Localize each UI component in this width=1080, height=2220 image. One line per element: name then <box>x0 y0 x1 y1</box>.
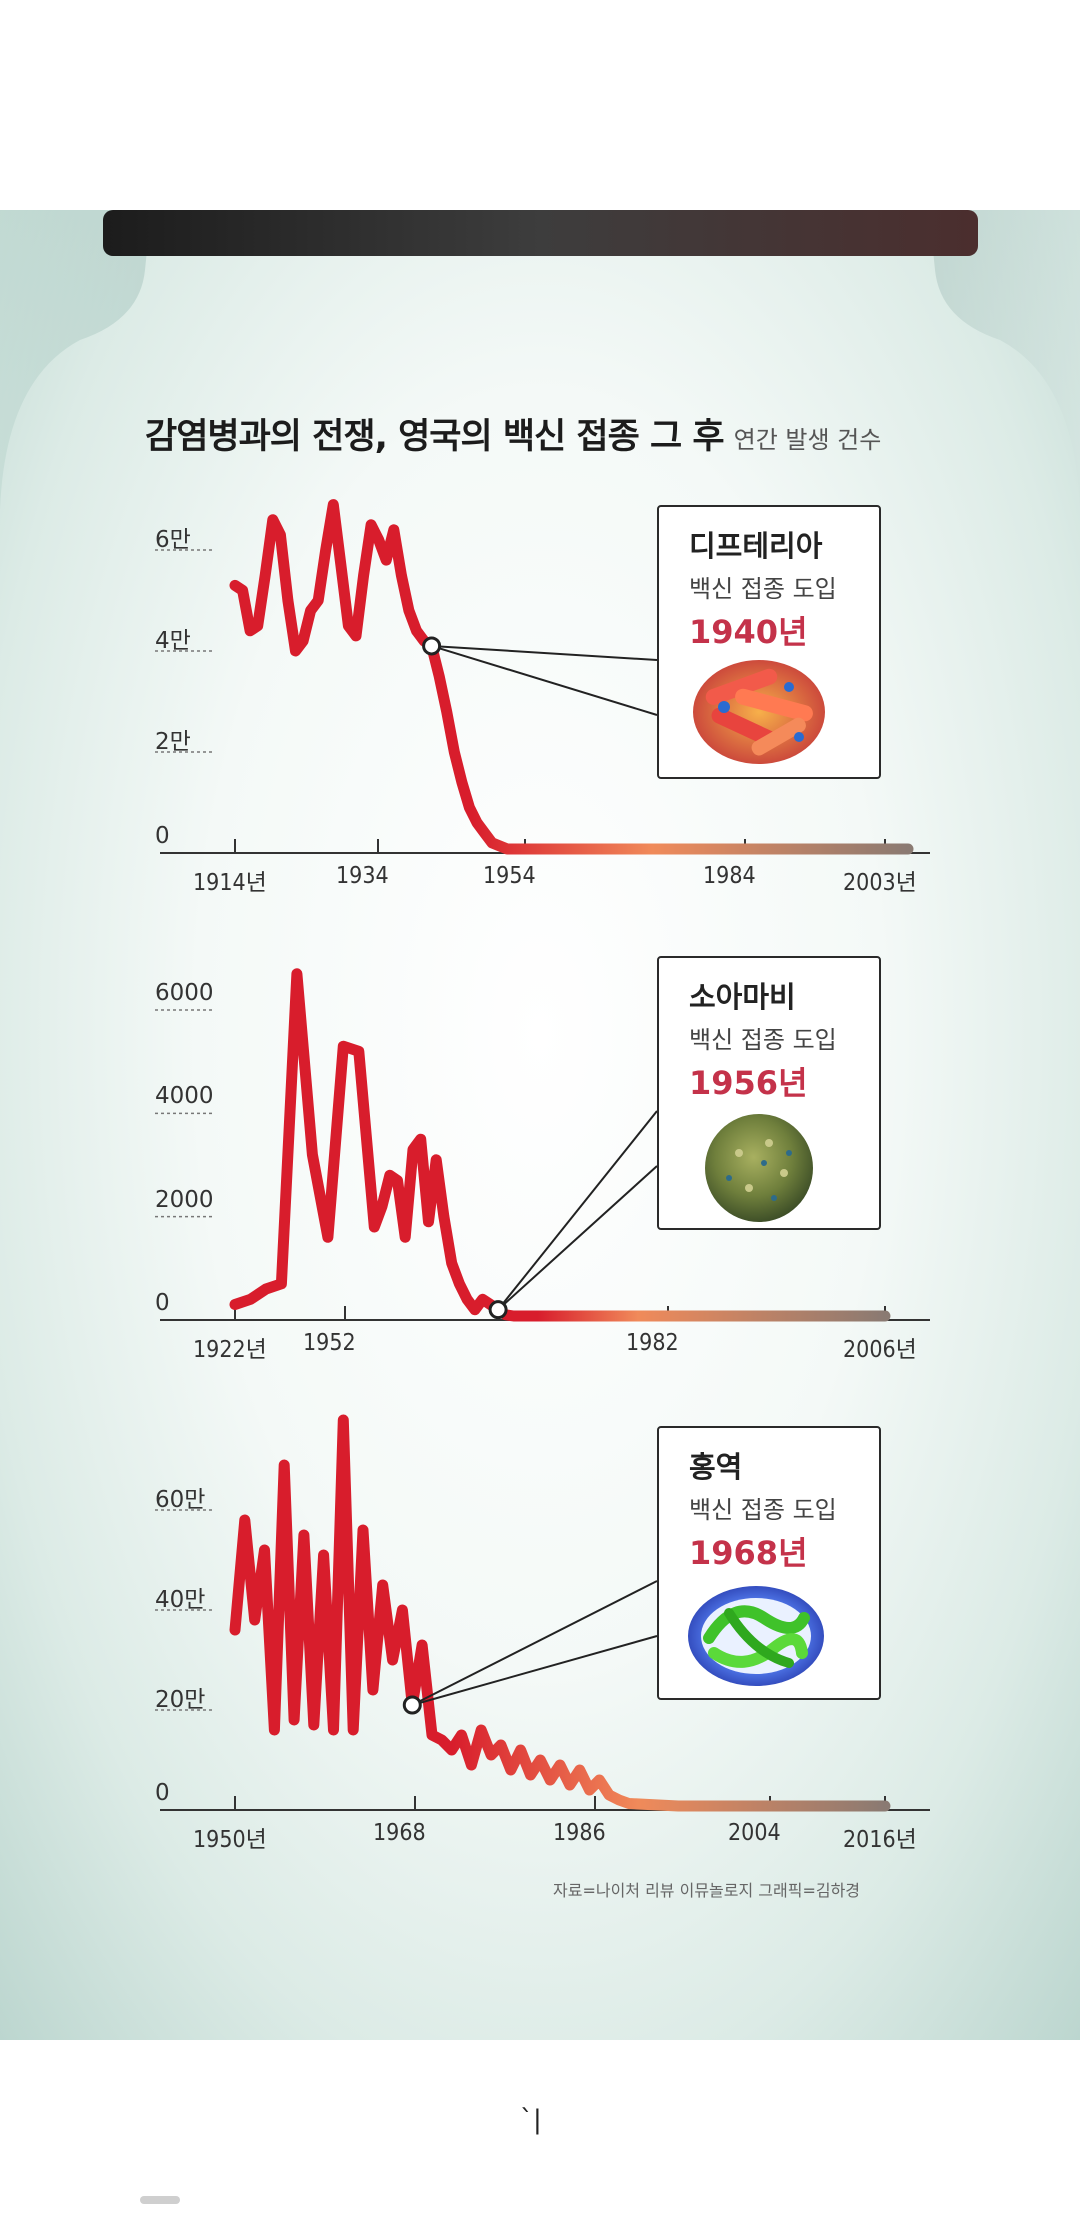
measles-vaccine-year: 1968년 <box>689 1534 808 1572</box>
measles-vaccine-note: 백신 접종 도입 <box>689 1496 837 1524</box>
x-tick-label: 1968 <box>373 1820 426 1846</box>
y-tick-label: 2만 <box>155 729 191 755</box>
x-tick-label: 2003년 <box>843 870 917 896</box>
series-line <box>229 968 891 1322</box>
chart-canvas <box>0 210 1080 1812</box>
y-tick-label: 4만 <box>155 628 191 654</box>
x-tick-label: 1954 <box>483 863 536 889</box>
diphtheria-name: 디프테리아 <box>689 529 823 563</box>
footer-mark: ˋ| <box>520 2105 542 2135</box>
x-tick-label: 1982 <box>626 1330 679 1356</box>
callout-leader-line <box>497 1165 658 1311</box>
vaccine-marker <box>402 1695 422 1715</box>
diphtheria-vaccine-year: 1940년 <box>689 613 808 651</box>
polio-vaccine-note: 백신 접종 도입 <box>689 1026 837 1054</box>
x-tick-label: 2004 <box>728 1820 781 1846</box>
vaccine-marker <box>488 1300 508 1320</box>
x-tick-label: 1922년 <box>193 1337 267 1363</box>
measles-virus-icon <box>688 1586 824 1686</box>
source-credit: 자료=나이처 리뷰 이뮤놀로지 그래픽=김하경 <box>553 1881 861 1900</box>
diphtheria-vaccine-note: 백신 접종 도입 <box>689 575 837 603</box>
top-blank-area <box>0 0 1080 211</box>
y-tick-label: 6만 <box>155 527 191 553</box>
polio-name: 소아마비 <box>689 980 796 1014</box>
y-tick-label: 0 <box>155 1780 170 1806</box>
y-tick-label: 40만 <box>155 1587 206 1613</box>
measles-card: 홍역 백신 접종 도입 1968년 <box>657 1426 881 1700</box>
callout-leader-line <box>431 644 658 716</box>
y-tick-label: 6000 <box>155 980 214 1006</box>
x-tick-label: 2006년 <box>843 1337 917 1363</box>
callout-leader-line <box>431 644 658 661</box>
callout-leader-line <box>412 1635 658 1706</box>
x-tick-label: 2016년 <box>843 1827 917 1853</box>
x-tick-label: 1914년 <box>193 870 267 896</box>
polio-card: 소아마비 백신 접종 도입 1956년 <box>657 956 881 1230</box>
poliovirus-icon <box>705 1114 813 1222</box>
callout-leader-line <box>497 1110 658 1311</box>
y-tick-label: 4000 <box>155 1083 214 1110</box>
chart-title: 감염병과의 전쟁, 영국의 백신 접종 그 후 연간 발생 건수 <box>145 408 1005 458</box>
bottom-handle <box>140 2196 180 2204</box>
x-tick-label: 1950년 <box>193 1827 267 1853</box>
x-tick-label: 1986 <box>553 1820 606 1846</box>
x-tick-label: 1934 <box>336 863 389 889</box>
series-line <box>229 1414 891 1812</box>
y-tick-label: 0 <box>155 1290 170 1316</box>
y-tick-label: 60만 <box>155 1487 206 1513</box>
y-tick-label: 2000 <box>155 1186 214 1213</box>
x-tick-label: 1952 <box>303 1330 356 1356</box>
diphtheria-card: 디프테리아 백신 접종 도입 1940년 <box>657 505 881 779</box>
title-text: 감염병과의 전쟁, 영국의 백신 접종 그 후 <box>145 417 725 457</box>
bacteria-icon <box>693 660 825 764</box>
series-line <box>229 499 914 855</box>
y-tick-label: 20만 <box>155 1687 206 1713</box>
callout-leader-line <box>411 1580 658 1706</box>
vaccine-marker <box>422 636 442 656</box>
polio-vaccine-year: 1956년 <box>689 1064 808 1102</box>
bottom-blank-area <box>0 2040 1080 2220</box>
x-tick-label: 1984 <box>703 863 756 889</box>
measles-name: 홍역 <box>689 1450 743 1484</box>
y-tick-label: 0 <box>155 823 170 849</box>
infographic: 감염병과의 전쟁, 영국의 백신 접종 그 후 연간 발생 건수 디프테리아 백신… <box>0 210 1080 2040</box>
subtitle-text: 연간 발생 건수 <box>733 426 882 454</box>
bottle-cap <box>103 210 978 256</box>
